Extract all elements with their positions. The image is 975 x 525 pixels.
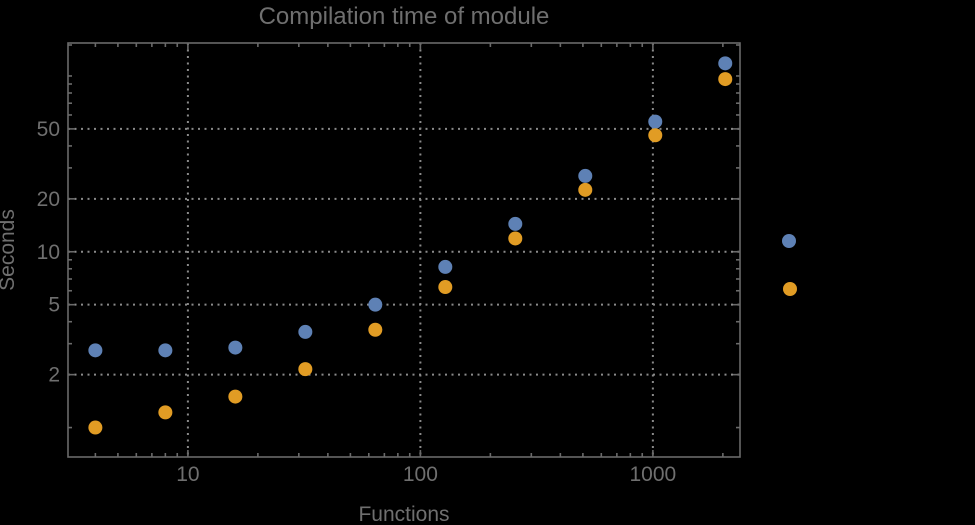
data-point-series-orange bbox=[438, 280, 453, 295]
x-tick-label: 100 bbox=[403, 463, 438, 486]
data-point-series-orange bbox=[718, 72, 733, 87]
data-point-series-orange bbox=[158, 405, 173, 420]
data-point-series-orange bbox=[368, 322, 383, 337]
y-tick-label: 5 bbox=[48, 294, 60, 317]
y-tick-label: 10 bbox=[37, 241, 60, 264]
data-point-series-orange bbox=[298, 362, 313, 377]
legend bbox=[782, 234, 797, 296]
data-point-series-blue bbox=[718, 56, 733, 71]
y-tick-label: 50 bbox=[37, 118, 60, 141]
y-axis-label: Seconds bbox=[0, 209, 19, 291]
data-point-series-blue bbox=[298, 324, 313, 339]
chart-title: Compilation time of module bbox=[259, 3, 550, 30]
x-tick-label: 1000 bbox=[630, 463, 677, 486]
data-point-series-blue bbox=[158, 343, 173, 358]
tick-layer bbox=[68, 43, 740, 457]
data-point-series-orange bbox=[578, 182, 593, 197]
legend-marker-series-blue bbox=[782, 234, 796, 248]
data-point-series-blue bbox=[228, 340, 243, 355]
data-point-series-orange bbox=[648, 128, 663, 143]
data-point-series-blue bbox=[88, 343, 103, 358]
frame-rect bbox=[67, 42, 741, 458]
data-point-series-orange bbox=[228, 389, 243, 404]
data-point-series-blue bbox=[578, 168, 593, 183]
x-tick-label: 10 bbox=[176, 463, 199, 486]
data-point-series-blue bbox=[508, 216, 523, 231]
data-point-series-blue bbox=[438, 259, 453, 274]
plot-frame bbox=[67, 42, 741, 458]
data-point-series-blue bbox=[648, 114, 663, 129]
data-point-series-orange bbox=[508, 231, 523, 246]
y-tick-label: 20 bbox=[37, 188, 60, 211]
grid-layer bbox=[68, 43, 740, 457]
data-point-layer bbox=[88, 56, 733, 435]
data-point-series-orange bbox=[88, 420, 103, 435]
y-tick-label: 2 bbox=[48, 364, 60, 387]
tick-label-layer: 10 100 1000 2 5 10 20 50 bbox=[37, 118, 677, 486]
data-point-series-blue bbox=[368, 297, 383, 312]
legend-marker-series-orange bbox=[783, 282, 797, 296]
x-axis-label: Functions bbox=[358, 503, 449, 525]
